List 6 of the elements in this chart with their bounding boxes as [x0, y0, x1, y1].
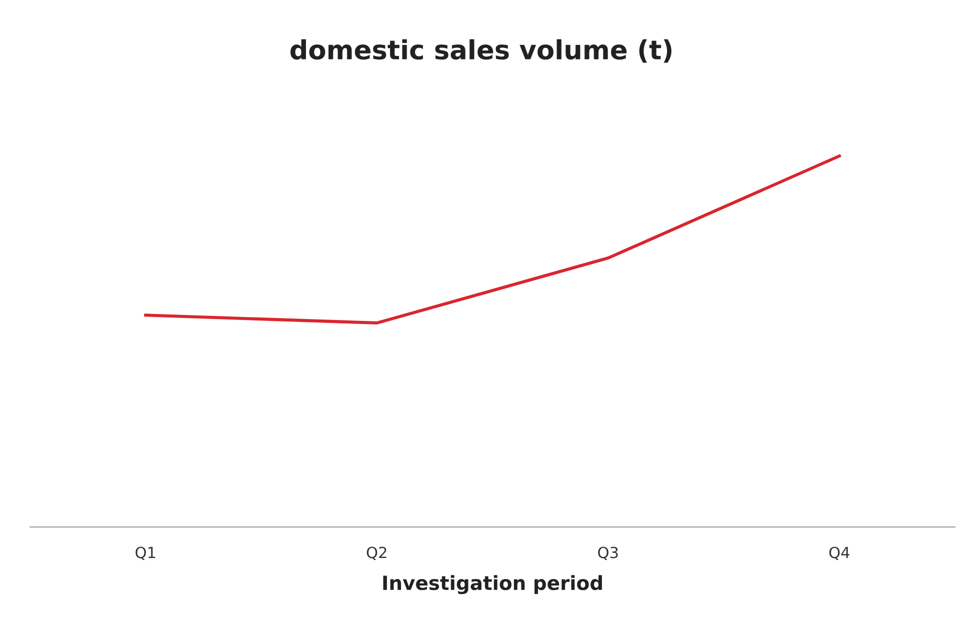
chart-title: domestic sales volume (t) — [290, 39, 672, 63]
x-tick-label: Q1 — [136, 546, 156, 560]
x-tick-label: Q3 — [598, 546, 618, 560]
x-axis-title: Investigation period — [383, 575, 602, 594]
x-tick-label: Q2 — [366, 546, 386, 560]
x-tick-label: Q4 — [829, 546, 850, 560]
